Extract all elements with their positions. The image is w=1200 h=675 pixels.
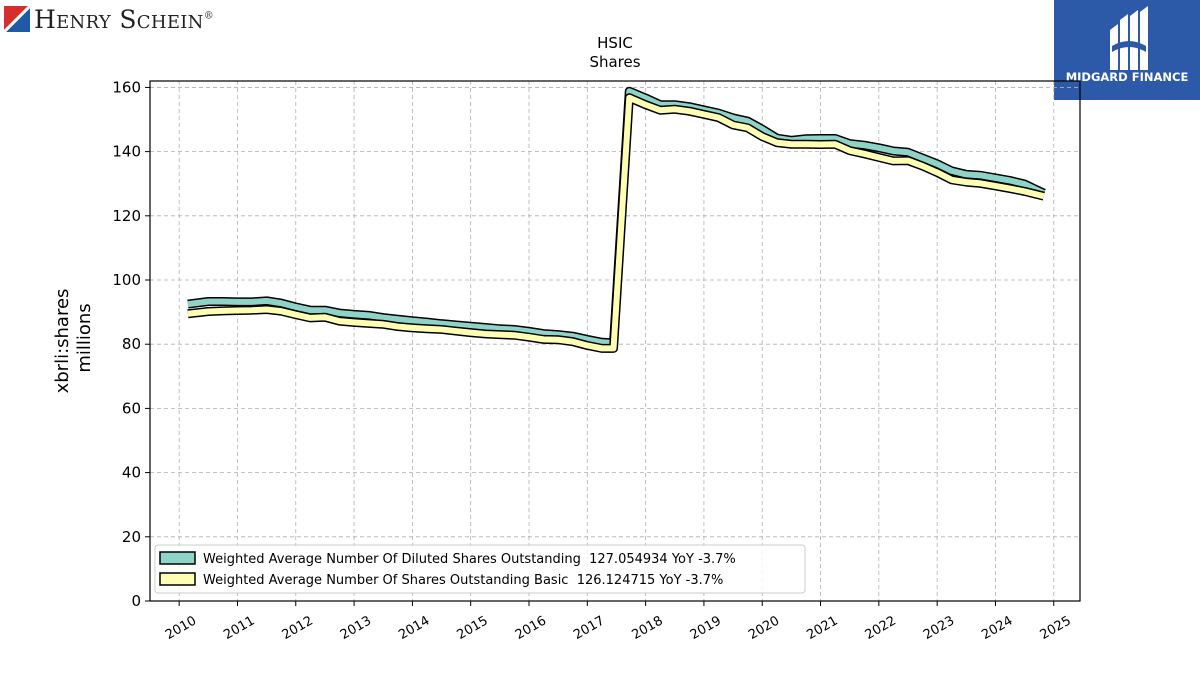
x-tick-label: 2023: [921, 613, 957, 643]
y-tick-label: 0: [131, 592, 141, 610]
x-tick-label: 2012: [280, 613, 316, 643]
x-tick-label: 2019: [688, 613, 724, 643]
legend-box: [154, 544, 806, 594]
y-tick-label: 60: [122, 399, 141, 417]
x-tick-label: 2016: [513, 613, 549, 643]
y-tick-label: 80: [122, 335, 141, 353]
legend-swatch-diluted: [159, 551, 196, 565]
midgard-emblem-icon: [1110, 6, 1148, 70]
x-tick-label: 2010: [163, 613, 199, 643]
x-tick-label: 2025: [1038, 613, 1074, 643]
legend-entry-basic: Weighted Average Number Of Shares Outsta…: [203, 573, 723, 588]
x-tick-label: 2013: [338, 613, 374, 643]
y-tick-label: 100: [112, 271, 141, 289]
midgard-finance-logo: MIDGARD FINANCE: [1054, 0, 1200, 100]
henry-schein-logo: Henry Schein®: [4, 4, 214, 34]
legend: Weighted Average Number Of Diluted Share…: [154, 544, 806, 594]
henry-schein-mark-icon: [4, 6, 30, 32]
x-tick-label: 2014: [396, 613, 432, 643]
henry-schein-logo-text: Henry Schein®: [34, 4, 215, 34]
x-tick-label: 2011: [221, 613, 257, 643]
y-axis-label: xbrli:shares: [52, 289, 73, 394]
y-tick-label: 20: [122, 528, 141, 546]
x-tick-label: 2018: [629, 613, 665, 643]
midgard-finance-label: MIDGARD FINANCE: [1065, 70, 1189, 84]
y-tick-label: 120: [112, 207, 141, 225]
y-tick-label: 40: [122, 464, 141, 482]
legend-entry-diluted: Weighted Average Number Of Diluted Share…: [203, 552, 736, 567]
y-axis-label-units: millions: [74, 303, 95, 372]
legend-swatch-basic: [159, 572, 196, 586]
x-tick-label: 2020: [746, 613, 782, 643]
series-layer: [187, 86, 1046, 353]
x-tick-label: 2024: [979, 613, 1015, 643]
plot-frame: [149, 80, 1081, 602]
chart-title: HSIC: [597, 34, 633, 52]
x-tick-label: 2022: [863, 613, 899, 643]
x-tick-label: 2017: [571, 613, 607, 643]
y-tick-label: 140: [112, 143, 141, 161]
chart-subtitle: Shares: [589, 53, 640, 71]
y-tick-label: 160: [112, 78, 141, 96]
x-tick-label: 2021: [804, 613, 840, 643]
series-basic-line: [187, 94, 1045, 352]
x-tick-label: 2015: [455, 613, 491, 643]
